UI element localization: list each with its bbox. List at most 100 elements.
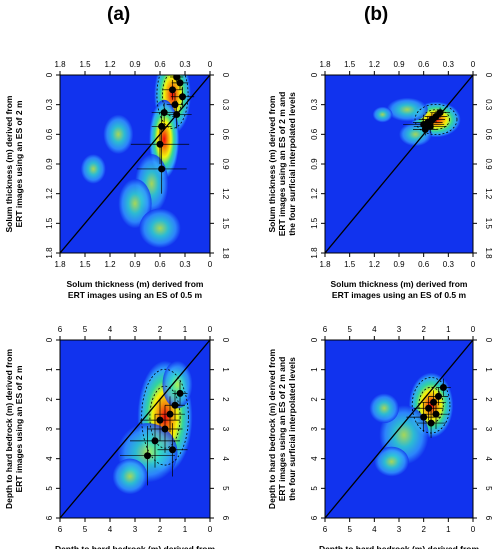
tick-label-top: 0.3	[179, 60, 191, 69]
tick-label-top: 1	[446, 325, 451, 334]
tick-label-left: 3	[45, 426, 54, 431]
tick-label-top: 2	[158, 325, 163, 334]
tick-label-right: 0	[484, 338, 493, 343]
tick-label-right: 1.2	[484, 188, 493, 200]
tick-label-bottom: 4	[372, 525, 377, 534]
y-axis-label: Depth to hard bedrock (m) derived from	[4, 349, 14, 510]
tick-label-top: 0.6	[154, 60, 166, 69]
tick-label-left: 1	[310, 367, 319, 372]
tick-label-bottom: 3	[397, 525, 402, 534]
tick-label-bottom: 6	[58, 525, 63, 534]
data-point	[144, 452, 151, 460]
data-point	[173, 111, 181, 119]
x-axis-label: ERT images using an ES of 0.5 m	[68, 290, 203, 300]
tick-label-bottom: 2	[158, 525, 163, 534]
tick-label-top: 0.9	[129, 60, 141, 69]
tick-label-top: 2	[421, 325, 426, 334]
data-point	[176, 389, 184, 397]
tick-label-bottom: 2	[421, 525, 426, 534]
y-axis-label: the four surficial interpolated levels	[287, 92, 297, 236]
tick-label-top: 4	[108, 325, 113, 334]
tick-label-bottom: 1	[446, 525, 451, 534]
tick-label-left: 5	[45, 486, 54, 491]
tick-label-left: 1.5	[45, 217, 54, 229]
one-to-one-line	[60, 75, 210, 253]
tick-label-left: 0.3	[310, 99, 319, 111]
tick-label-top: 5	[83, 325, 88, 334]
density-field	[325, 75, 473, 253]
tick-label-left: 1.8	[310, 247, 319, 259]
tick-label-bottom: 1.8	[319, 260, 331, 269]
data-point	[420, 413, 428, 421]
panel-label-a: (a)	[107, 4, 131, 25]
tick-label-top: 3	[133, 325, 138, 334]
density-field	[60, 340, 210, 518]
tick-label-top: 5	[347, 325, 352, 334]
density-contour	[414, 103, 458, 136]
tick-label-right: 0.3	[484, 99, 493, 111]
tick-label-bottom: 0	[208, 525, 213, 534]
tick-label-top: 0	[208, 60, 213, 69]
tick-label-right: 0.6	[484, 129, 493, 141]
tick-label-left: 0	[45, 337, 54, 342]
density-contour	[418, 386, 444, 424]
tick-label-bottom: 0.6	[418, 260, 430, 269]
density-contour	[156, 75, 189, 129]
tick-label-top: 1	[183, 325, 188, 334]
density-field	[60, 75, 210, 253]
tick-label-right: 4	[221, 456, 230, 461]
y-axis-label: ERT images using an ES of 2 m	[14, 100, 24, 227]
tick-label-bottom: 4	[108, 525, 113, 534]
data-point	[156, 416, 164, 424]
tick-label-right: 0	[221, 73, 230, 78]
tick-label-left: 2	[310, 397, 319, 402]
tick-label-top: 1.2	[104, 60, 116, 69]
data-point	[173, 75, 181, 81]
y-axis-label: Depth to hard bedrock (m) derived from	[267, 349, 277, 510]
data-point	[158, 122, 166, 130]
tick-label-bottom: 0	[471, 260, 476, 269]
x-axis-label: Depth to hard bedrock (m) derived from	[319, 544, 480, 549]
tick-label-bottom: 0.9	[393, 260, 405, 269]
panel-label-b: (b)	[364, 4, 389, 25]
tick-label-right: 0.6	[221, 129, 230, 141]
tick-label-left: 1.2	[310, 188, 319, 200]
tick-label-right: 5	[484, 486, 493, 491]
density-blob	[118, 178, 152, 229]
tick-label-right: 1.5	[221, 218, 230, 230]
tick-label-top: 0	[471, 325, 476, 334]
tick-label-bottom: 0.9	[129, 260, 141, 269]
tick-label-right: 2	[484, 397, 493, 402]
y-axis-label: ERT images using an ES of 2 m and	[277, 92, 287, 237]
tick-label-left: 0.6	[45, 128, 54, 140]
data-point	[434, 392, 442, 400]
tick-label-top: 0.6	[418, 60, 430, 69]
data-point	[430, 398, 438, 406]
tick-label-bottom: 5	[347, 525, 352, 534]
density-blob	[372, 106, 393, 123]
tick-label-right: 1.2	[221, 188, 230, 200]
y-axis-label: ERT images using an ES of 2 m and	[277, 357, 287, 502]
density-blob	[103, 114, 134, 155]
tick-label-top: 1.8	[54, 60, 66, 69]
tick-label-left: 4	[310, 456, 319, 461]
tick-label-left: 6	[45, 515, 54, 520]
tick-label-bottom: 1.5	[79, 260, 91, 269]
tick-label-left: 0.6	[310, 128, 319, 140]
y-axis-label: the four surficial interpolated levels	[287, 357, 297, 501]
data-point	[425, 404, 433, 412]
tick-label-left: 1	[45, 367, 54, 372]
density-blob	[369, 393, 400, 424]
data-point	[171, 101, 179, 109]
data-point	[427, 419, 435, 427]
tick-label-right: 0.9	[221, 158, 230, 170]
one-to-one-line	[325, 75, 473, 253]
tick-label-bottom: 0.3	[443, 260, 455, 269]
density-contour	[141, 368, 189, 466]
tick-label-right: 6	[221, 516, 230, 521]
data-point	[439, 383, 447, 391]
y-axis-label: ERT images using an ES of 2 m	[14, 365, 24, 492]
tick-label-top: 6	[323, 325, 328, 334]
